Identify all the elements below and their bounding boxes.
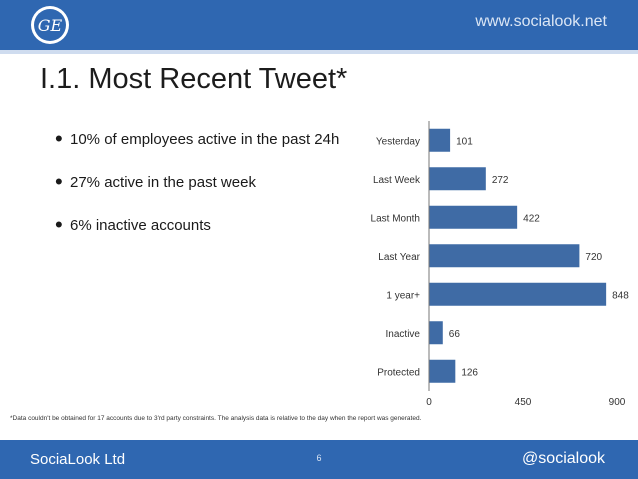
ge-logo-icon: GE [31, 6, 69, 44]
footer-bar: SociaLook Ltd 6 @socialook [0, 440, 638, 479]
value-label: 422 [523, 213, 540, 224]
value-label: 126 [461, 367, 478, 378]
chart-bar [429, 359, 456, 383]
slide-title: I.1. Most Recent Tweet* [40, 63, 348, 95]
value-label: 272 [492, 175, 509, 186]
page-number: 6 [316, 453, 322, 463]
chart-bar [429, 282, 607, 306]
site-url[interactable]: www.socialook.net [475, 13, 607, 30]
header-bar: GE www.socialook.net [0, 0, 638, 50]
bullet-item: 6% inactive accounts [55, 214, 355, 238]
chart-bar [429, 128, 451, 152]
header-divider [0, 50, 638, 54]
value-label: 848 [612, 290, 629, 301]
footer-company: SociaLook Ltd [30, 451, 126, 468]
x-tick-label: 900 [609, 397, 626, 408]
category-label: Yesterday [376, 136, 420, 147]
chart-bar [429, 244, 580, 268]
logo-text: GE [38, 16, 63, 35]
footer-handle[interactable]: @socialook [522, 450, 605, 467]
footnote: *Data couldn't be obtained for 17 accoun… [10, 415, 422, 422]
category-label: Protected [377, 367, 420, 378]
category-label: Last Month [371, 213, 420, 224]
bullet-item: 10% of employees active in the past 24h [55, 128, 355, 152]
x-tick-label: 450 [515, 397, 532, 408]
value-label: 101 [456, 136, 473, 147]
category-label: Last Week [373, 175, 421, 186]
value-label: 720 [585, 252, 602, 263]
chart-bar [429, 167, 486, 191]
bullet-list: 10% of employees active in the past 24h … [55, 128, 355, 257]
value-label: 66 [449, 329, 461, 340]
category-label: Last Year [378, 252, 420, 263]
bullet-item: 27% active in the past week [55, 171, 355, 195]
category-label: 1 year+ [386, 290, 420, 301]
x-tick-label: 0 [426, 397, 432, 408]
category-label: Inactive [386, 329, 421, 340]
chart-bar [429, 205, 518, 229]
chart-bar [429, 321, 443, 345]
